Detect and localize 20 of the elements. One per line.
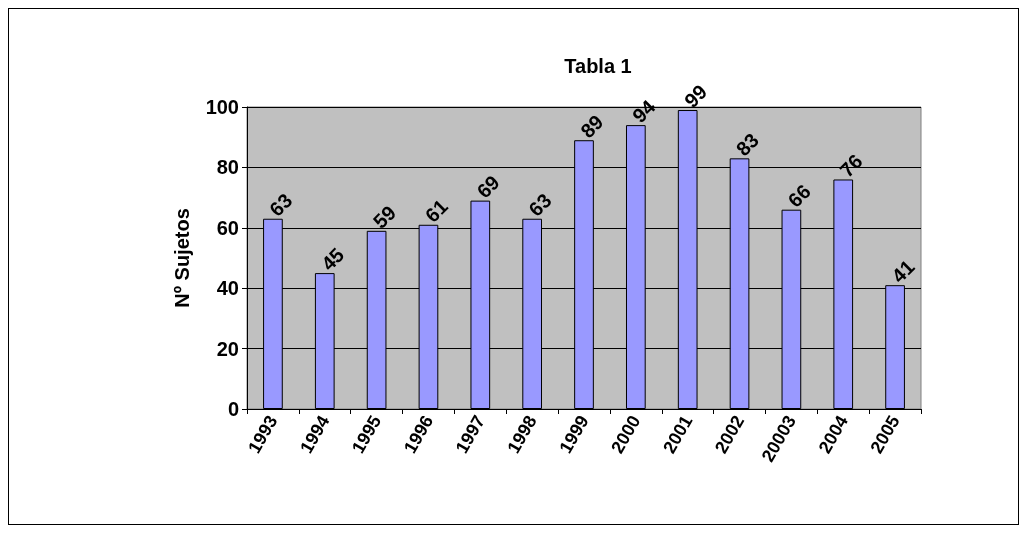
y-axis-title: Nº Sujetos (171, 208, 193, 308)
y-tick-label: 100 (205, 96, 239, 118)
data-label: 66 (783, 180, 815, 212)
data-label: 63 (265, 189, 297, 221)
data-label: 41 (887, 255, 919, 287)
y-tick-label: 60 (216, 216, 239, 239)
data-label: 99 (679, 80, 712, 112)
y-tick-label: 40 (216, 277, 239, 300)
data-label: 94 (628, 95, 660, 127)
data-label: 89 (576, 110, 608, 142)
y-tick-label: 80 (216, 156, 239, 179)
data-label: 83 (731, 128, 764, 161)
y-tick-label: 0 (227, 398, 239, 420)
y-tick-label: 20 (216, 337, 239, 360)
data-label: 69 (472, 171, 504, 203)
data-label: 63 (524, 189, 556, 221)
chart-title: Tabla 1 (564, 55, 632, 77)
data-label: 59 (368, 201, 401, 233)
data-label: 61 (420, 195, 452, 227)
data-label: 45 (316, 243, 349, 275)
